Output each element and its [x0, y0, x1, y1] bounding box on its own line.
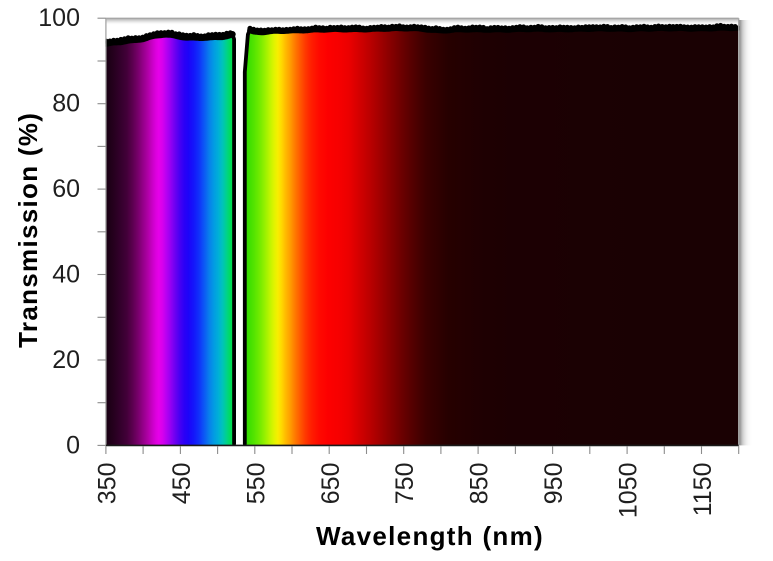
- svg-text:550: 550: [242, 463, 270, 505]
- svg-text:1050: 1050: [615, 463, 643, 519]
- svg-text:80: 80: [52, 90, 80, 118]
- svg-text:0: 0: [66, 431, 80, 459]
- svg-text:350: 350: [93, 463, 121, 505]
- svg-text:Wavelength (nm): Wavelength (nm): [316, 521, 544, 551]
- svg-text:60: 60: [52, 175, 80, 203]
- svg-text:750: 750: [391, 463, 419, 505]
- svg-text:20: 20: [52, 346, 80, 374]
- svg-text:650: 650: [317, 463, 345, 505]
- svg-text:100: 100: [38, 4, 80, 32]
- svg-text:450: 450: [168, 463, 196, 505]
- svg-text:950: 950: [540, 463, 568, 505]
- svg-text:850: 850: [466, 463, 494, 505]
- svg-text:1150: 1150: [689, 463, 717, 517]
- svg-text:Transmission (%): Transmission (%): [13, 112, 43, 348]
- svg-text:40: 40: [52, 261, 80, 289]
